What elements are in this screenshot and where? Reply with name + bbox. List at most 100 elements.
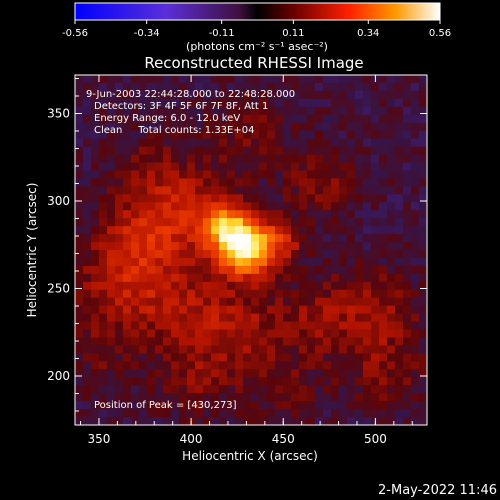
heatmap-cell	[179, 202, 188, 211]
heatmap-cell	[203, 138, 212, 147]
heatmap-cell	[171, 178, 180, 187]
heatmap-cell	[75, 106, 84, 116]
heatmap-cell	[315, 353, 324, 362]
heatmap-cell	[123, 210, 132, 219]
heatmap-cell	[203, 417, 212, 426]
heatmap-cell	[363, 417, 372, 426]
heatmap-cell	[131, 313, 140, 322]
heatmap-cell	[155, 257, 164, 267]
heatmap-cell	[99, 289, 108, 299]
heatmap-cell	[99, 82, 108, 92]
heatmap-cell	[227, 154, 236, 163]
heatmap-cell	[219, 178, 228, 187]
heatmap-cell	[339, 226, 348, 235]
heatmap-cell	[323, 361, 332, 370]
heatmap-cell	[387, 226, 396, 235]
heatmap-cell	[75, 178, 84, 187]
heatmap-cell	[227, 186, 236, 195]
heatmap-cell	[395, 329, 404, 338]
heatmap-cell	[187, 273, 196, 283]
heatmap-cell	[235, 393, 244, 402]
heatmap-cell	[323, 401, 332, 410]
heatmap-cell	[387, 297, 396, 307]
heatmap-cell	[99, 106, 108, 116]
heatmap-cell	[339, 401, 348, 410]
heatmap-cell	[347, 170, 356, 179]
heatmap-cell	[139, 114, 148, 124]
heatmap-cell	[195, 417, 204, 426]
heatmap-cell	[243, 297, 252, 307]
heatmap-cell	[179, 409, 188, 418]
heatmap-cell	[83, 202, 92, 211]
heatmap-cell	[371, 146, 380, 155]
heatmap-cell	[251, 273, 260, 283]
heatmap-cell	[275, 130, 284, 140]
heatmap-cell	[275, 353, 284, 362]
heatmap-cell	[275, 345, 284, 354]
heatmap-cell	[307, 194, 316, 203]
heatmap-cell	[171, 130, 180, 140]
heatmap-cell	[267, 393, 276, 402]
heatmap-cell	[195, 353, 204, 362]
heatmap-cell	[83, 281, 92, 291]
heatmap-cell	[219, 289, 228, 299]
heatmap-cell	[315, 130, 324, 140]
heatmap-cell	[403, 90, 412, 100]
heatmap-cell	[363, 242, 372, 251]
heatmap-cell	[203, 98, 212, 108]
heatmap-cell	[171, 162, 180, 171]
heatmap-cell	[219, 257, 228, 267]
heatmap-cell	[171, 329, 180, 338]
heatmap-cell	[243, 313, 252, 322]
heatmap-cell	[339, 361, 348, 370]
heatmap-cell	[139, 409, 148, 418]
heatmap-cell	[347, 377, 356, 386]
heatmap-cell	[179, 393, 188, 402]
heatmap-cell	[227, 281, 236, 291]
heatmap-cell	[139, 289, 148, 299]
heatmap-cell	[107, 250, 116, 259]
heatmap-cell	[91, 265, 100, 275]
heatmap-cell	[147, 353, 156, 362]
heatmap-cell	[291, 361, 300, 370]
heatmap-cell	[251, 329, 260, 338]
heatmap-cell	[283, 377, 292, 386]
heatmap-cell	[83, 146, 92, 155]
heatmap-cell	[291, 305, 300, 315]
heatmap-cell	[107, 353, 116, 362]
heatmap-cell	[155, 345, 164, 354]
heatmap-cell	[123, 353, 132, 362]
heatmap-cell	[283, 345, 292, 354]
heatmap-cell	[251, 90, 260, 100]
heatmap-cell	[299, 329, 308, 338]
heatmap-cell	[387, 202, 396, 211]
heatmap-cell	[75, 146, 84, 155]
heatmap-cell	[339, 162, 348, 171]
heatmap-cell	[187, 313, 196, 322]
heatmap-cell	[99, 257, 108, 267]
heatmap-cell	[315, 202, 324, 211]
heatmap-cell	[219, 130, 228, 140]
heatmap-cell	[411, 242, 420, 251]
heatmap-cell	[411, 75, 420, 84]
heatmap-cell	[331, 202, 340, 211]
heatmap-cell	[99, 90, 108, 100]
heatmap-cell	[235, 321, 244, 330]
heatmap-cell	[243, 377, 252, 386]
heatmap-cell	[83, 265, 92, 275]
heatmap-cell	[363, 226, 372, 235]
heatmap-cell	[379, 401, 388, 410]
heatmap-cell	[163, 337, 172, 346]
heatmap-cell	[211, 257, 220, 267]
heatmap-cell	[299, 75, 308, 84]
heatmap-cell	[259, 114, 268, 124]
heatmap-cell	[355, 337, 364, 346]
heatmap-cell	[403, 114, 412, 124]
heatmap-cell	[347, 146, 356, 155]
annotation-energy-range: Energy Range: 6.0 - 12.0 keV	[94, 113, 240, 124]
heatmap-cell	[163, 409, 172, 418]
heatmap-cell	[299, 82, 308, 92]
heatmap-cell	[267, 130, 276, 140]
heatmap-cell	[307, 393, 316, 402]
heatmap-cell	[195, 218, 204, 227]
